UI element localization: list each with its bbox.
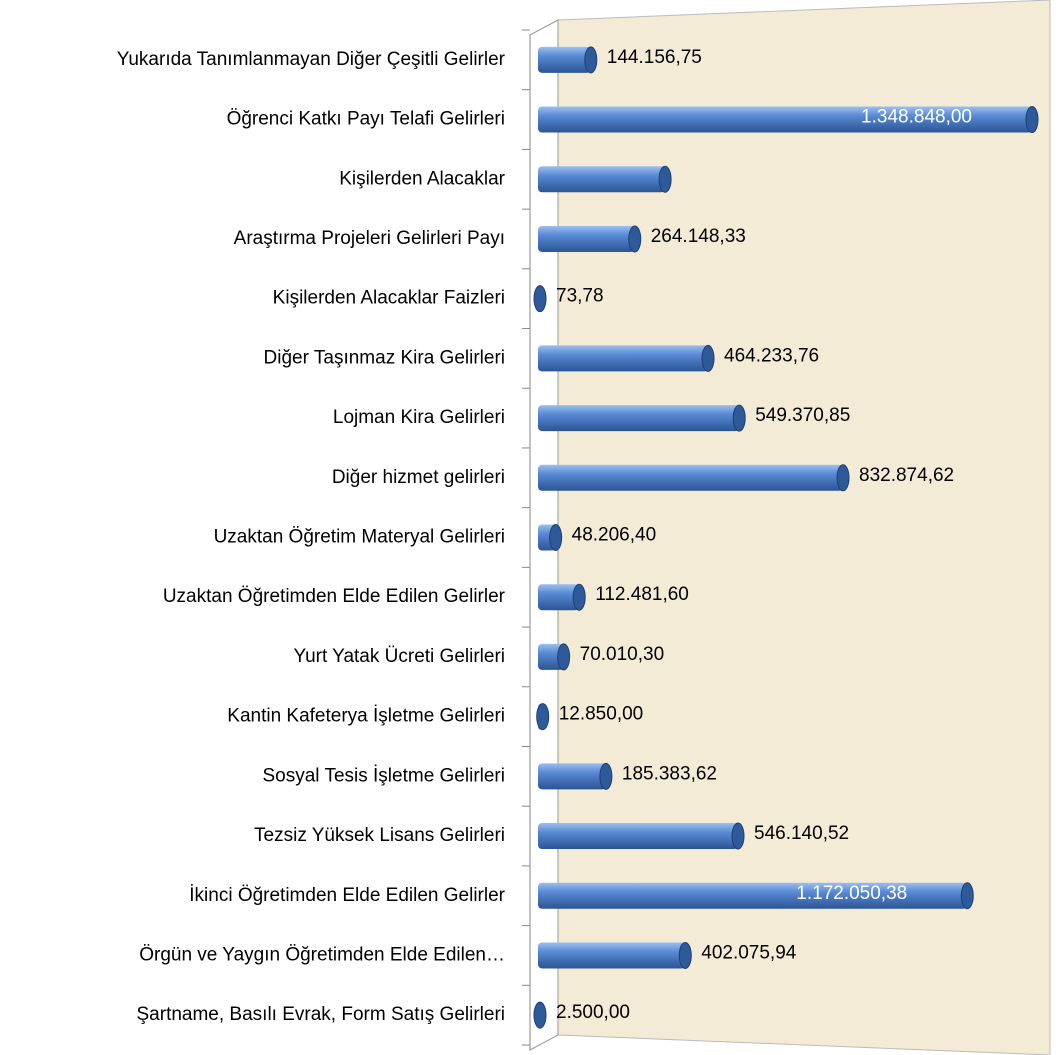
bar-cap: [701, 344, 715, 372]
y-tick-label: Diğer hizmet gelirleri: [332, 467, 505, 488]
bar-cap: [731, 822, 745, 850]
value-label: 464.233,76: [724, 345, 819, 366]
y-tick-label: Diğer Taşınmaz Kira Gelirleri: [264, 347, 505, 368]
y-tick-label: Lojman Kira Gelirleri: [333, 407, 505, 428]
value-label: 48.206,40: [572, 525, 657, 546]
value-label: 144.156,75: [607, 47, 702, 68]
bar-cap: [960, 882, 974, 910]
y-tick-label: Tezsiz Yüksek Lisans Gelirleri: [254, 825, 505, 846]
bar-cap: [572, 583, 586, 611]
bar: [538, 46, 591, 73]
bar: [538, 942, 686, 969]
value-label: 1.348.848,00: [861, 107, 972, 128]
value-label: 70.010,30: [580, 644, 665, 665]
y-tick-label: Kişilerden Alacaklar Faizleri: [273, 288, 505, 309]
value-label: 12.850,00: [559, 704, 644, 725]
y-tick-label: Öğrenci Katkı Payı Telafi Gelirleri: [227, 109, 505, 130]
y-tick-label: Uzaktan Öğretim Materyal Gelirleri: [214, 527, 505, 548]
bar-cap: [836, 464, 850, 492]
bar-cap: [533, 1001, 547, 1029]
y-tick-label: Sosyal Tesis İşletme Gelirleri: [262, 765, 505, 786]
value-label: 2.500,00: [556, 1002, 630, 1023]
bar-cap: [557, 643, 571, 671]
value-label: 549.370,85: [755, 405, 850, 426]
value-label: 402.075,94: [701, 942, 797, 963]
y-tick-label: Kişilerden Alacaklar: [339, 168, 505, 189]
value-label: 73,78: [556, 286, 604, 307]
bar-cap: [599, 762, 613, 790]
bar: [538, 405, 740, 432]
bar: [538, 345, 709, 372]
bar: [538, 584, 580, 611]
value-label: 1.172.050,38: [796, 883, 907, 904]
value-label: 185.383,62: [622, 763, 717, 784]
bar-cap: [628, 225, 642, 253]
bar-cap: [1025, 106, 1039, 134]
y-tick-label: Şartname, Basılı Evrak, Form Satış Gelir…: [137, 1004, 506, 1025]
value-label: 264.148,33: [651, 226, 746, 247]
bar-cap: [658, 165, 672, 193]
y-tick-label: İkinci Öğretimden Elde Edilen Gelirler: [189, 885, 505, 906]
bar-cap: [536, 703, 550, 731]
value-label: 832.874,62: [859, 465, 954, 486]
bar: [538, 882, 968, 909]
y-tick-label: Örgün ve Yaygın Öğretimden Elde Edilen…: [139, 944, 505, 965]
y-tick-label: Uzaktan Öğretimden Elde Edilen Gelirler: [163, 586, 506, 607]
bar: [538, 106, 1032, 133]
y-tick-label: Araştırma Projeleri Gelirleri Payı: [234, 228, 505, 249]
value-label: 546.140,52: [754, 823, 849, 844]
bar: [538, 823, 739, 850]
y-tick-label: Kantin Kafeterya İşletme Gelirleri: [227, 706, 505, 727]
bar-cap: [732, 404, 746, 432]
bar: [538, 464, 844, 491]
bar: [538, 643, 564, 670]
bar: [538, 225, 635, 252]
bar: [538, 166, 666, 193]
y-tick-label: Yurt Yatak Ücreti Gelirleri: [293, 646, 505, 667]
bar-cap: [678, 941, 692, 969]
value-label: 112.481,60: [595, 584, 689, 605]
bar-cap: [584, 46, 598, 74]
y-tick-label: Yukarıda Tanımlanmayan Diğer Çeşitli Gel…: [117, 49, 506, 70]
bar-cap: [533, 285, 547, 313]
bar: [538, 763, 606, 790]
bar-cap: [549, 524, 563, 551]
